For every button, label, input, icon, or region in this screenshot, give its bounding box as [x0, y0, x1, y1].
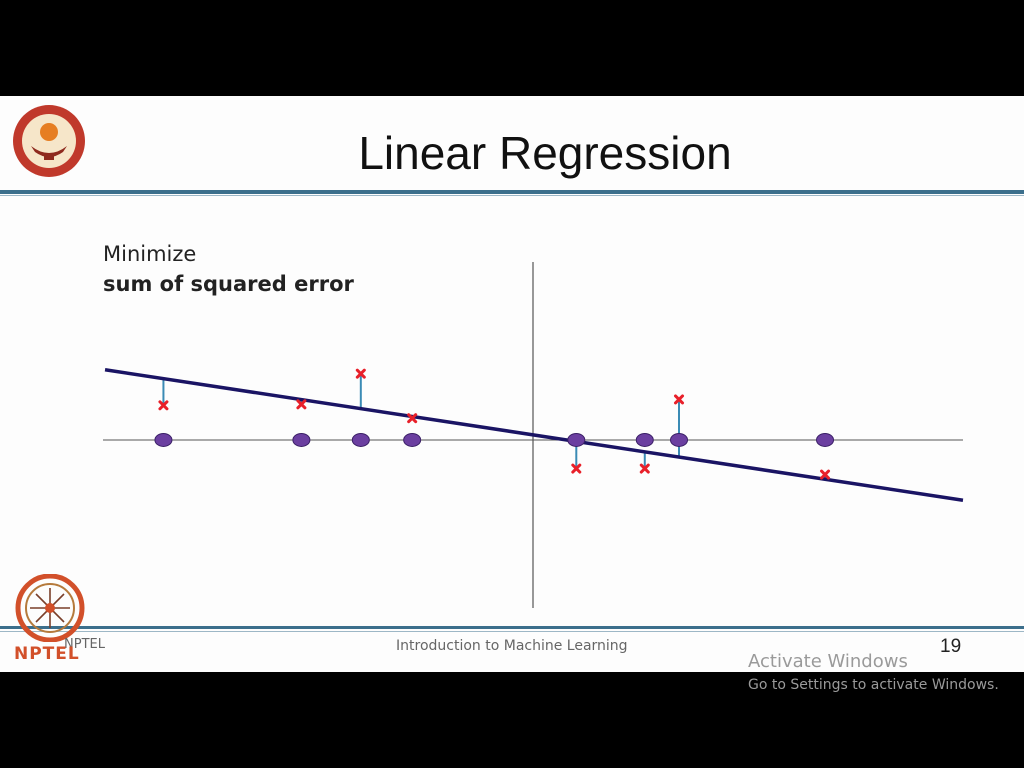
target-marker — [355, 368, 366, 379]
input-point — [670, 432, 689, 447]
minimize-text: Minimize — [103, 242, 197, 266]
input-point — [403, 432, 422, 447]
nptel-logo — [15, 574, 85, 642]
input-point — [816, 432, 835, 447]
footer-course-title: Introduction to Machine Learning — [396, 638, 628, 654]
slide-title: Linear Regression — [358, 127, 732, 179]
target-marker — [674, 394, 685, 405]
sse-text: sum of squared error — [103, 272, 354, 296]
regression-line — [104, 368, 964, 502]
input-point — [351, 432, 370, 447]
target-marker — [639, 463, 650, 474]
footer-divider — [0, 626, 1024, 629]
target-marker — [296, 399, 307, 410]
activate-windows-subtitle: Go to Settings to activate Windows. — [748, 677, 999, 693]
target-marker — [571, 463, 582, 474]
target-marker — [820, 469, 831, 480]
input-point — [292, 432, 311, 447]
slide: Linear Regression Minimize sum of square… — [0, 96, 1024, 672]
page-number: 19 — [940, 636, 962, 657]
regression-plot — [103, 262, 964, 608]
activate-windows-title: Activate Windows — [748, 651, 908, 672]
nptel-logo-text: NPTEL — [14, 644, 80, 664]
input-point — [567, 432, 586, 447]
title-divider — [0, 190, 1024, 194]
target-marker — [158, 400, 169, 411]
title-divider-thin — [0, 195, 1024, 196]
input-point — [635, 432, 654, 447]
footer-divider-thin — [0, 631, 1024, 632]
target-marker — [407, 413, 418, 424]
input-point — [154, 432, 173, 447]
iit-madras-logo — [13, 105, 85, 177]
footer-nptel-text: NPTEL — [64, 637, 105, 652]
